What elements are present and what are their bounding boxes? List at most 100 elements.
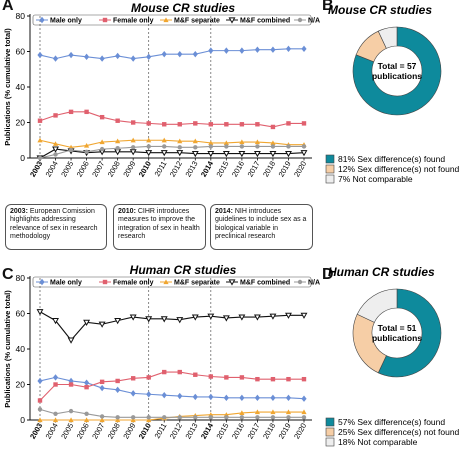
data-point xyxy=(223,140,229,145)
data-point xyxy=(68,377,74,385)
x-tick-label: 2017 xyxy=(246,422,262,441)
data-point xyxy=(84,384,89,390)
data-point xyxy=(99,114,105,120)
data-point xyxy=(254,46,261,53)
x-tick-label: 2009 xyxy=(121,160,137,179)
data-point xyxy=(37,398,43,403)
data-point xyxy=(98,321,106,328)
data-point xyxy=(52,318,59,325)
data-point xyxy=(207,313,215,320)
legend-label: 12% Sex difference(s) not found xyxy=(338,164,460,174)
timeline-box-2010: 2010: CIHR introduces measures to improv… xyxy=(113,204,206,250)
data-point xyxy=(130,55,136,62)
data-point xyxy=(99,417,105,423)
x-tick-label: 2006 xyxy=(75,160,91,179)
chart-title: Human CR studies xyxy=(328,265,435,279)
legend-marker xyxy=(297,17,303,23)
data-point xyxy=(162,415,167,420)
x-tick-label: 2010 xyxy=(137,422,153,441)
data-point xyxy=(130,145,136,150)
data-point xyxy=(255,376,260,382)
series-na xyxy=(37,144,307,161)
legend-marker xyxy=(228,17,236,24)
data-point xyxy=(146,137,152,143)
data-point xyxy=(224,415,229,420)
data-point xyxy=(208,122,214,127)
legend-label: N/A xyxy=(308,280,320,287)
x-tick-label: 2008 xyxy=(106,160,122,179)
legend-label: M&F separate xyxy=(174,280,220,287)
data-point xyxy=(253,150,261,158)
legend-label: M&F combined xyxy=(240,280,290,287)
x-tick-label: 2019 xyxy=(277,160,293,179)
data-point xyxy=(239,122,245,127)
legend-label: M&F separate xyxy=(174,18,220,25)
data-point xyxy=(52,141,59,146)
data-point xyxy=(253,314,261,321)
data-point xyxy=(68,408,74,414)
data-point xyxy=(83,379,90,386)
legend-label: Female only xyxy=(113,280,154,287)
data-point xyxy=(52,55,59,62)
panel-letter-d: D xyxy=(322,266,334,283)
data-point xyxy=(129,149,137,156)
x-tick-label: 2020 xyxy=(292,422,308,441)
data-point xyxy=(53,113,58,118)
x-tick-label: 2003 xyxy=(28,422,44,441)
data-point xyxy=(130,376,136,381)
data-point xyxy=(146,53,152,61)
data-point xyxy=(177,138,183,144)
data-point xyxy=(129,314,137,321)
data-point xyxy=(301,121,307,126)
x-tick-label: 2019 xyxy=(277,422,293,441)
data-point xyxy=(115,146,120,151)
legend-label: N/A xyxy=(308,18,320,25)
y-tick-label: 40 xyxy=(16,344,26,354)
data-point xyxy=(84,411,89,416)
x-tick-label: 2017 xyxy=(246,160,262,179)
data-point xyxy=(193,121,198,126)
legend-swatch xyxy=(325,154,335,164)
data-point xyxy=(83,319,91,327)
data-point xyxy=(115,417,121,423)
series-female xyxy=(37,369,307,403)
series-line xyxy=(39,111,304,128)
series-line xyxy=(39,48,304,60)
data-point xyxy=(224,144,229,149)
donut-center-label: publications xyxy=(372,71,422,81)
series-separate xyxy=(37,137,307,150)
legend-marker xyxy=(102,17,108,23)
data-point xyxy=(161,391,167,399)
x-tick-label: 2020 xyxy=(292,160,308,179)
data-point xyxy=(208,393,214,401)
data-point xyxy=(177,369,182,375)
timeline-text: NIH introduces guidelines to include sex… xyxy=(215,208,307,240)
data-point xyxy=(68,382,74,387)
timeline-year: 2010 xyxy=(118,208,134,215)
data-point xyxy=(115,386,121,394)
data-point xyxy=(239,410,245,415)
legend-label: 7% Not comparable xyxy=(338,174,413,184)
x-tick-label: 2014 xyxy=(199,159,216,179)
pie-slice xyxy=(356,288,398,323)
series-female xyxy=(37,109,307,130)
data-point xyxy=(37,118,43,123)
legend-label: Male only xyxy=(50,280,82,287)
x-tick-label: 2011 xyxy=(153,160,169,178)
panel-letter-c: C xyxy=(2,266,14,283)
series-line xyxy=(40,411,304,421)
data-point xyxy=(145,150,153,157)
data-point xyxy=(146,121,151,126)
legend-label: 57% Sex difference(s) found xyxy=(338,417,445,427)
x-tick-label: 2012 xyxy=(168,160,184,179)
pie-slice xyxy=(352,26,442,116)
data-point xyxy=(300,150,308,157)
panel-letter-b: B xyxy=(322,0,334,14)
data-point xyxy=(208,144,214,149)
data-point xyxy=(285,312,292,319)
data-point xyxy=(270,46,276,53)
legend-label: Male only xyxy=(50,18,82,25)
series-line xyxy=(39,145,304,159)
data-point xyxy=(84,109,89,115)
data-point xyxy=(286,121,291,126)
